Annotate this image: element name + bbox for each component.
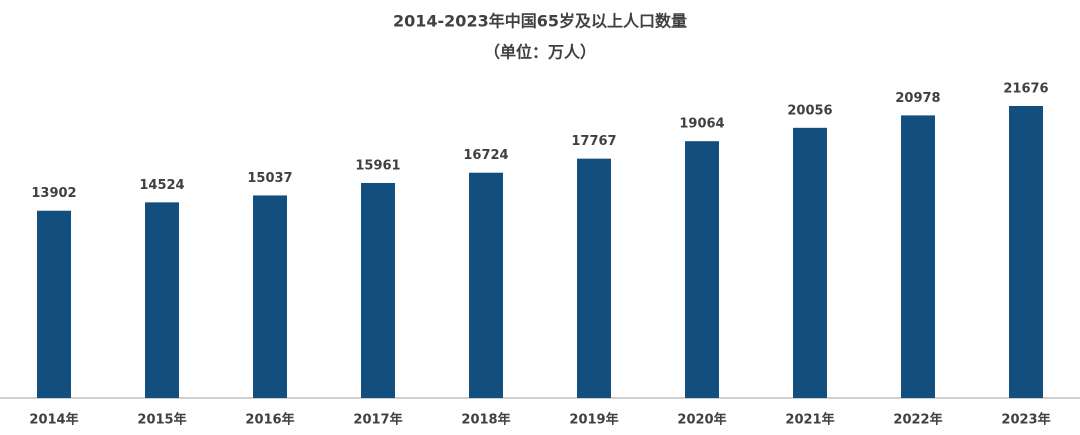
value-label: 16724 xyxy=(463,148,508,163)
bar xyxy=(793,127,827,398)
bar xyxy=(469,172,503,398)
x-tick-label: 2017年 xyxy=(353,412,402,428)
x-tick-label: 2020年 xyxy=(677,412,726,428)
value-label: 20056 xyxy=(787,103,832,118)
x-tick-label: 2015年 xyxy=(137,412,186,428)
bar xyxy=(685,141,719,398)
x-tick-label: 2023年 xyxy=(1001,412,1050,428)
bar xyxy=(577,158,611,398)
value-label: 14524 xyxy=(139,178,184,193)
value-label: 17767 xyxy=(571,134,616,149)
bar xyxy=(361,182,395,398)
value-label: 21676 xyxy=(1003,82,1048,97)
value-label: 15037 xyxy=(247,171,292,186)
x-tick-label: 2022年 xyxy=(893,412,942,428)
value-label: 15961 xyxy=(355,158,400,173)
bar xyxy=(145,202,179,398)
x-tick-label: 2018年 xyxy=(461,412,510,428)
value-label: 19064 xyxy=(679,117,724,132)
value-label: 20978 xyxy=(895,91,940,106)
x-tick-label: 2021年 xyxy=(785,412,834,428)
bar xyxy=(37,210,71,398)
bar xyxy=(1009,106,1043,398)
x-tick-label: 2016年 xyxy=(245,412,294,428)
bar xyxy=(253,195,287,398)
chart-subtitle: （单位：万人） xyxy=(484,43,596,62)
x-tick-label: 2019年 xyxy=(569,412,618,428)
x-tick-label: 2014年 xyxy=(29,412,78,428)
bar xyxy=(901,115,935,399)
chart-title: 2014-2023年中国65岁及以上人口数量 xyxy=(393,12,687,31)
value-label: 13902 xyxy=(31,186,76,201)
